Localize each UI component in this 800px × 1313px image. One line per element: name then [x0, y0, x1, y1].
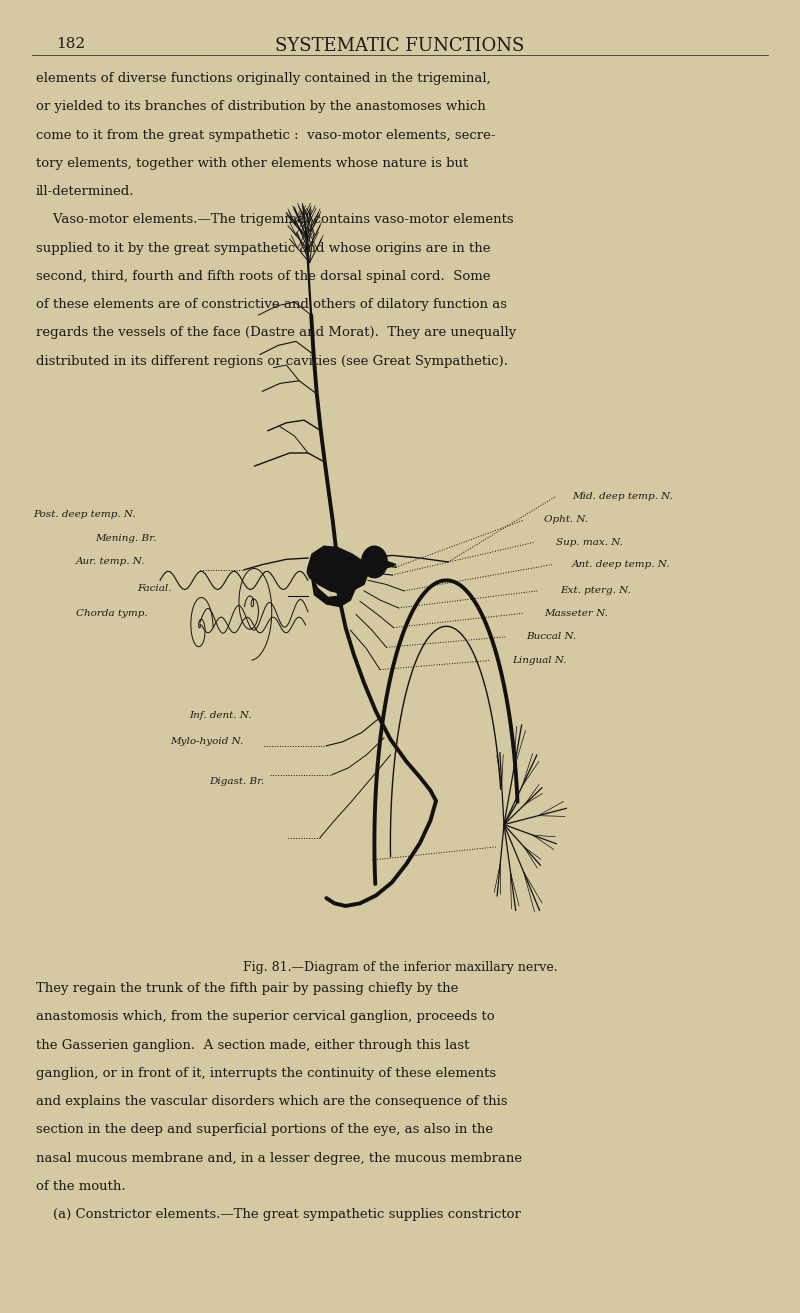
Text: of the mouth.: of the mouth. [36, 1179, 126, 1192]
Text: Ant. deep temp. N.: Ant. deep temp. N. [572, 561, 670, 569]
Text: Buccal N.: Buccal N. [526, 633, 577, 641]
Text: the Gasserien ganglion.  A section made, either through this last: the Gasserien ganglion. A section made, … [36, 1039, 470, 1052]
Text: SYSTEMATIC FUNCTIONS: SYSTEMATIC FUNCTIONS [275, 37, 525, 55]
Text: or yielded to its branches of distribution by the anastomoses which: or yielded to its branches of distributi… [36, 101, 486, 113]
Text: Fig. 81.—Diagram of the inferior maxillary nerve.: Fig. 81.—Diagram of the inferior maxilla… [242, 961, 558, 974]
Text: supplied to it by the great sympathetic and whose origins are in the: supplied to it by the great sympathetic … [36, 242, 490, 255]
Text: Digast. Br.: Digast. Br. [209, 777, 264, 785]
Text: Masseter N.: Masseter N. [544, 609, 608, 617]
Text: Mening. Br.: Mening. Br. [94, 534, 156, 542]
Text: section in the deep and superficial portions of the eye, as also in the: section in the deep and superficial port… [36, 1124, 493, 1136]
Text: second, third, fourth and fifth roots of the dorsal spinal cord.  Some: second, third, fourth and fifth roots of… [36, 270, 490, 282]
Text: anastomosis which, from the superior cervical ganglion, proceeds to: anastomosis which, from the superior cer… [36, 1011, 494, 1023]
Text: and explains the vascular disorders which are the consequence of this: and explains the vascular disorders whic… [36, 1095, 507, 1108]
Text: Sup. max. N.: Sup. max. N. [556, 538, 623, 546]
Text: Aur. temp. N.: Aur. temp. N. [76, 558, 146, 566]
Text: Lingual N.: Lingual N. [512, 656, 566, 664]
Text: Opht. N.: Opht. N. [544, 516, 588, 524]
Text: They regain the trunk of the fifth pair by passing chiefly by the: They regain the trunk of the fifth pair … [36, 982, 458, 995]
Text: 182: 182 [56, 37, 85, 51]
Text: of these elements are of constrictive and others of dilatory function as: of these elements are of constrictive an… [36, 298, 507, 311]
Text: Chorda tymp.: Chorda tymp. [76, 609, 148, 617]
Text: elements of diverse functions originally contained in the trigeminal,: elements of diverse functions originally… [36, 72, 490, 85]
Polygon shape [312, 580, 356, 607]
Text: distributed in its different regions or cavities (see Great Sympathetic).: distributed in its different regions or … [36, 355, 508, 368]
Text: Mid. deep temp. N.: Mid. deep temp. N. [572, 492, 673, 500]
Text: Post. deep temp. N.: Post. deep temp. N. [34, 511, 136, 519]
Text: nasal mucous membrane and, in a lesser degree, the mucous membrane: nasal mucous membrane and, in a lesser d… [36, 1152, 522, 1165]
Text: Inf. dent. N.: Inf. dent. N. [190, 712, 252, 720]
Text: regards the vessels of the face (Dastre and Morat).  They are unequally: regards the vessels of the face (Dastre … [36, 327, 516, 339]
Text: tory elements, together with other elements whose nature is but: tory elements, together with other eleme… [36, 158, 468, 169]
Text: Mylo-hyoid N.: Mylo-hyoid N. [170, 738, 244, 746]
Text: come to it from the great sympathetic :  vaso-motor elements, secre-: come to it from the great sympathetic : … [36, 129, 495, 142]
Polygon shape [307, 546, 368, 593]
Polygon shape [385, 561, 396, 569]
Text: Ext. pterg. N.: Ext. pterg. N. [560, 587, 631, 595]
Text: ganglion, or in front of it, interrupts the continuity of these elements: ganglion, or in front of it, interrupts … [36, 1066, 496, 1079]
Text: ill-determined.: ill-determined. [36, 185, 134, 198]
Text: Vaso-motor elements.—The trigeminal contains vaso-motor elements: Vaso-motor elements.—The trigeminal cont… [36, 214, 514, 226]
Ellipse shape [362, 546, 387, 578]
Text: Facial.: Facial. [138, 584, 172, 592]
Text: (a) Constrictor elements.—The great sympathetic supplies constrictor: (a) Constrictor elements.—The great symp… [36, 1208, 521, 1221]
